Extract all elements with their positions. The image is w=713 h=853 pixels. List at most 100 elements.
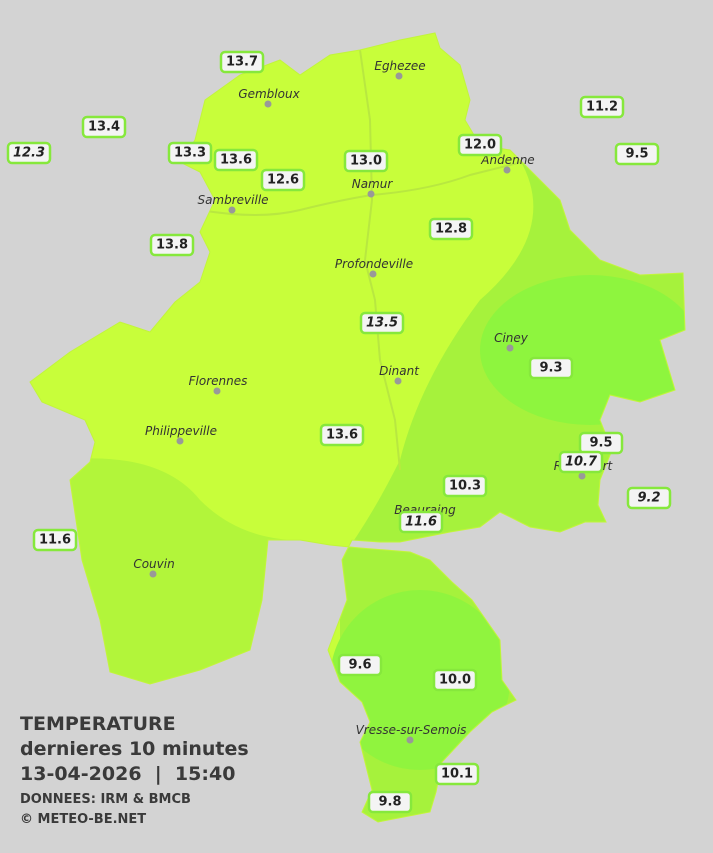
- station: 11.6: [398, 510, 444, 534]
- station-value: 10.3: [449, 479, 481, 494]
- station-value: 13.0: [350, 154, 382, 169]
- station-value: 13.7: [226, 55, 258, 70]
- city-dot: [369, 270, 377, 278]
- station-value: 13.4: [88, 120, 120, 135]
- station: 10.0: [432, 668, 478, 692]
- station-box: [260, 168, 306, 192]
- station-box: [528, 356, 574, 380]
- station-box: [81, 115, 127, 139]
- city-dot: [149, 570, 157, 578]
- station-value: 12.0: [464, 138, 496, 153]
- station: 13.3: [167, 141, 213, 165]
- station-box: [319, 423, 365, 447]
- station-value: 12.6: [267, 173, 299, 188]
- station-value: 13.6: [326, 428, 358, 443]
- station: 10.1: [434, 762, 480, 786]
- station-box: [614, 142, 660, 166]
- station: 13.4: [81, 115, 127, 139]
- city-label: Dinant: [379, 364, 420, 378]
- city-label: Couvin: [133, 557, 174, 571]
- station-value: 9.3: [539, 361, 562, 376]
- city-dot: [395, 72, 403, 80]
- station-value: 13.8: [156, 238, 188, 253]
- station: 11.2: [579, 95, 625, 119]
- city-dot: [264, 100, 272, 108]
- station-value: 9.5: [589, 436, 612, 451]
- station: 10.3: [442, 474, 488, 498]
- station: 12.0: [457, 133, 503, 157]
- city-label: Gembloux: [238, 87, 300, 101]
- station-box: [457, 133, 503, 157]
- station-box: [167, 141, 213, 165]
- city-label: Andenne: [480, 153, 534, 167]
- station-box: [343, 149, 389, 173]
- station: 10.7: [558, 450, 604, 474]
- city-label: Philippeville: [145, 424, 217, 438]
- city-label: Sambreville: [197, 193, 268, 207]
- station: 9.3: [528, 356, 574, 380]
- station-box: [359, 311, 405, 335]
- station-value: 11.6: [39, 533, 71, 548]
- station-value: 10.0: [439, 673, 471, 688]
- station-box: [6, 141, 52, 165]
- station: 13.5: [359, 311, 405, 335]
- legend-source: DONNEES: IRM & BMCB: [20, 792, 191, 807]
- station: 9.5: [578, 431, 624, 455]
- station: 13.6: [319, 423, 365, 447]
- station-value: 10.7: [565, 455, 598, 470]
- station-value: 12.8: [435, 222, 467, 237]
- station: 12.3: [6, 141, 52, 165]
- station-box: [149, 233, 195, 257]
- station-box: [432, 668, 478, 692]
- city-label: Eghezee: [374, 59, 425, 73]
- city-dot: [176, 437, 184, 445]
- legend-copyright: © METEO-BE.NET: [20, 812, 146, 827]
- station: 12.8: [428, 217, 474, 241]
- station-box: [428, 217, 474, 241]
- station-box: [558, 450, 604, 474]
- station: 13.0: [343, 149, 389, 173]
- city-label: Florennes: [189, 374, 248, 388]
- legend-title: TEMPERATURE: [20, 713, 176, 735]
- station-box: [626, 486, 672, 510]
- city-label: Ciney: [494, 331, 529, 345]
- station-box: [398, 510, 444, 534]
- station-value: 13.6: [220, 153, 252, 168]
- station-value: 13.3: [174, 146, 206, 161]
- station-value: 11.6: [405, 515, 437, 530]
- city-dot: [406, 736, 414, 744]
- station-box: [337, 653, 383, 677]
- station: 13.8: [149, 233, 195, 257]
- city-dot: [506, 344, 514, 352]
- station-value: 9.8: [378, 795, 401, 810]
- city-label: Vresse-sur-Semois: [356, 723, 467, 737]
- legend-datetime: 13-04-2026 | 15:40: [20, 763, 235, 785]
- city-dot: [578, 472, 586, 480]
- city-dot: [394, 377, 402, 385]
- station: 11.6: [32, 528, 78, 552]
- station-box: [32, 528, 78, 552]
- station-box: [213, 148, 259, 172]
- station: 13.6: [213, 148, 259, 172]
- station: 9.8: [367, 790, 413, 814]
- station-box: [434, 762, 480, 786]
- station-value: 9.5: [625, 147, 648, 162]
- station-box: [219, 50, 265, 74]
- city-label: Namur: [352, 177, 394, 191]
- station: 9.2: [626, 486, 672, 510]
- station-box: [442, 474, 488, 498]
- station-value: 12.3: [13, 146, 45, 161]
- city-dot: [503, 166, 511, 174]
- station: 12.6: [260, 168, 306, 192]
- station-value: 9.2: [637, 491, 660, 506]
- station-value: 13.5: [366, 316, 398, 331]
- station: 13.7: [219, 50, 265, 74]
- city-label: Profondeville: [335, 257, 413, 271]
- station-box: [367, 790, 413, 814]
- legend-subtitle: dernieres 10 minutes: [20, 738, 249, 760]
- station-value: 9.6: [348, 658, 371, 673]
- city-dot: [228, 206, 236, 214]
- station-box: [579, 95, 625, 119]
- station-value: 10.1: [441, 767, 473, 782]
